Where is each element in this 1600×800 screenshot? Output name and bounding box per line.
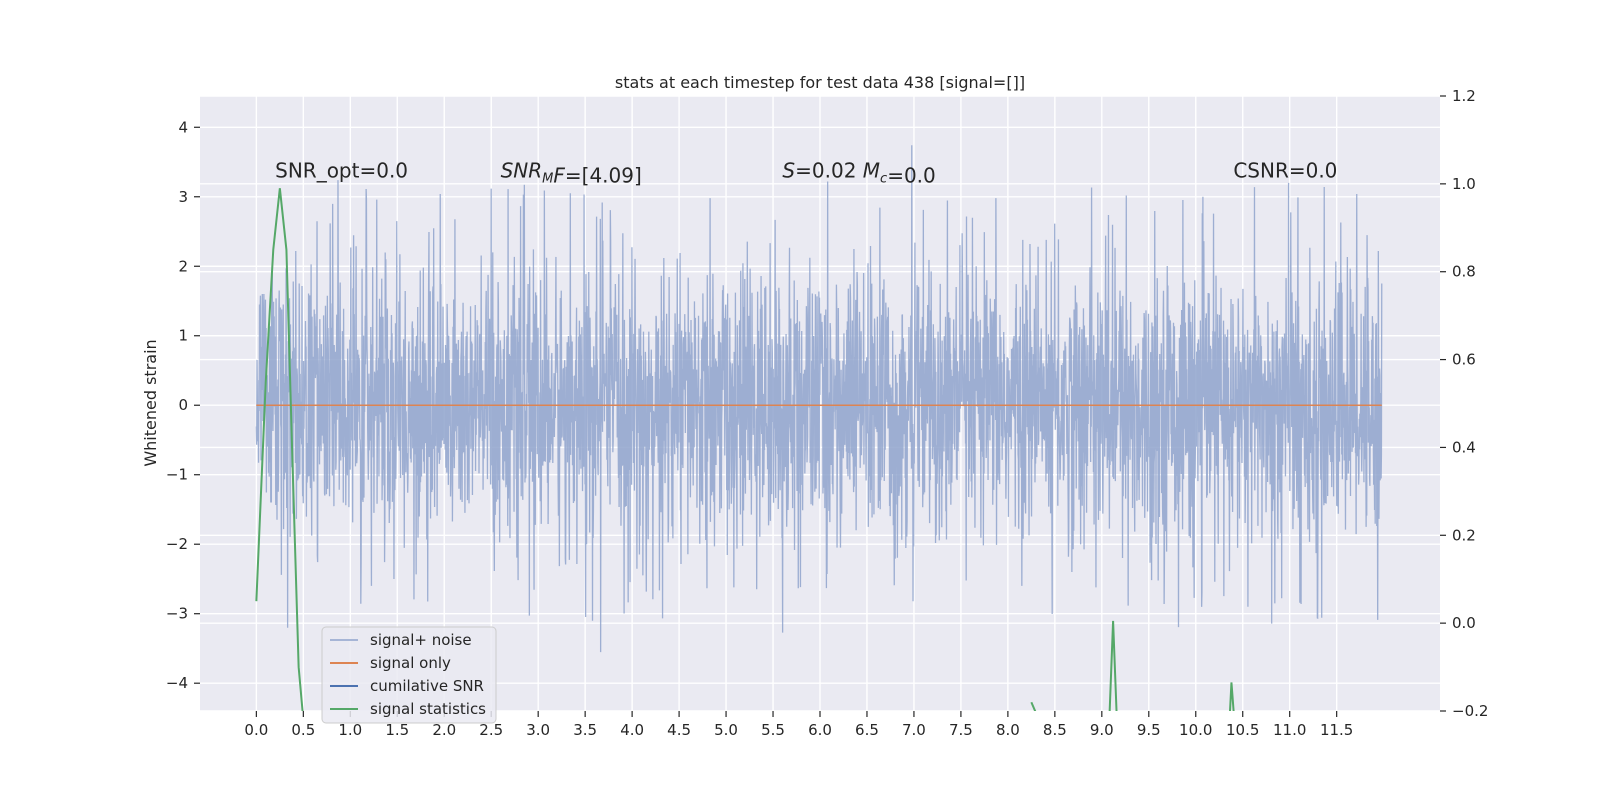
y-tick-label: −2 [166,535,188,553]
series-signal-noise-line [255,145,1383,653]
x-tick-label: 10.5 [1226,721,1259,739]
x-tick-label: 5.0 [714,721,738,739]
right-y-tick-label: −0.2 [1452,702,1488,720]
y-tick-label: −4 [166,674,188,692]
x-tick-label: 11.0 [1273,721,1306,739]
x-tick-label: 11.5 [1320,721,1353,739]
x-tick-label: 3.0 [526,721,550,739]
x-tick-label: 5.5 [761,721,785,739]
x-tick-label: 9.5 [1137,721,1161,739]
legend: signal+ noise signal only cumilative SNR si… [321,626,497,724]
right-y-axis: 1.2 1.0 0.8 0.6 0.4 0.2 0.0 −0.2 [1440,87,1488,720]
x-tick-label: 10.0 [1179,721,1212,739]
series-layer [255,145,1383,711]
series-signal-statistics-line [1108,620,1118,711]
x-tick-label: 1.5 [385,721,409,739]
y-axis: 4 3 2 1 0 −1 −2 −3 −4 [166,118,200,692]
x-tick-label: 4.0 [620,721,644,739]
x-tick-label: 9.0 [1090,721,1114,739]
chart-title: stats at each timestep for test data 438… [615,73,1025,92]
legend-label: signal+ noise [370,631,472,649]
y-tick-label: 3 [178,188,188,206]
x-tick-label: 0.5 [291,721,315,739]
series-signal-statistics-line [255,188,304,711]
legend-box [321,626,497,724]
y-tick-label: −3 [166,605,188,623]
x-tick-label: 4.5 [667,721,691,739]
series-signal-statistics-line [1229,682,1235,711]
right-y-tick-label: 1.2 [1452,87,1476,105]
y-tick-label: 0 [178,396,188,414]
annotation-snr-opt: SNR_opt=0.0 [275,158,408,182]
y-tick-label: −1 [166,466,188,484]
x-tick-label: 8.0 [996,721,1020,739]
y-tick-label: 2 [178,257,188,275]
right-y-tick-label: 0.6 [1452,351,1476,369]
x-tick-label: 7.0 [902,721,926,739]
x-tick-label: 2.0 [432,721,456,739]
right-y-tick-label: 0.4 [1452,438,1476,456]
x-tick-label: 6.5 [855,721,879,739]
x-tick-label: 6.0 [808,721,832,739]
x-axis: 0.0 0.5 1.0 1.5 2.0 2.5 3.0 3.5 4.0 4.5 5.0 5.5 6.0 6… [244,711,1353,739]
series-signal-statistics-line [1030,701,1037,711]
annotation-csnr: CSNR=0.0 [1233,158,1337,182]
legend-label: cumilative SNR [370,677,484,695]
y-tick-label: 1 [178,327,188,345]
right-y-tick-label: 0.2 [1452,526,1476,544]
x-tick-label: 8.5 [1043,721,1067,739]
x-tick-label: 3.5 [573,721,597,739]
right-y-tick-label: 1.0 [1452,175,1476,193]
legend-label: signal statistics [370,700,486,718]
right-y-tick-label: 0.0 [1452,614,1476,632]
y-axis-label: Whitened strain [141,339,160,466]
x-tick-label: 1.0 [338,721,362,739]
right-y-tick-label: 0.8 [1452,263,1476,281]
annotation-snr-mf: SNRMF=[4.09] [501,158,642,187]
x-tick-label: 0.0 [244,721,268,739]
annotations: SNR_opt=0.0 SNRMF=[4.09] S=0.02 Mc=0.0 CSNR… [275,158,1337,187]
x-tick-label: 7.5 [949,721,973,739]
annotation-s-mc: S=0.02 Mc=0.0 [782,158,935,187]
x-tick-label: 2.5 [479,721,503,739]
legend-label: signal only [370,654,451,672]
y-tick-label: 4 [178,118,188,136]
